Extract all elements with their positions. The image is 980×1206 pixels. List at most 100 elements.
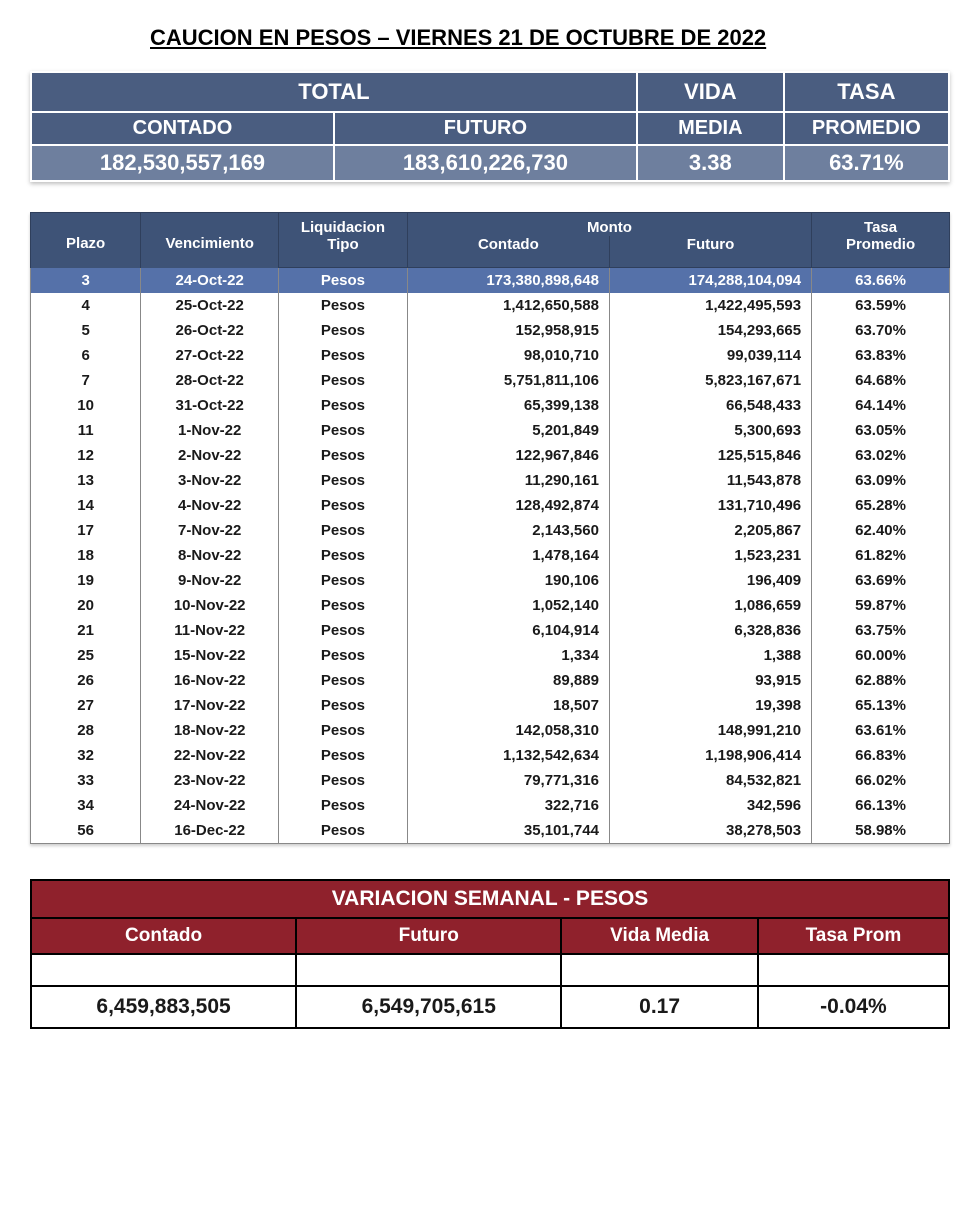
cell-tipo: Pesos (279, 793, 408, 818)
cell-plazo: 28 (31, 718, 141, 743)
cell-plazo: 25 (31, 643, 141, 668)
cell-tasa: 58.98% (812, 818, 950, 844)
cell-tasa: 59.87% (812, 593, 950, 618)
cell-contado: 11,290,161 (407, 468, 609, 493)
cell-plazo: 27 (31, 693, 141, 718)
cell-tipo: Pesos (279, 268, 408, 294)
cell-plazo: 10 (31, 393, 141, 418)
summary-media-value: 3.38 (637, 145, 784, 181)
variation-table: VARIACION SEMANAL - PESOS Contado Futuro… (30, 879, 950, 1029)
cell-contado: 1,334 (407, 643, 609, 668)
cell-tasa: 64.14% (812, 393, 950, 418)
cell-contado: 89,889 (407, 668, 609, 693)
cell-vencimiento: 16-Nov-22 (141, 668, 279, 693)
cell-vencimiento: 28-Oct-22 (141, 368, 279, 393)
cell-vencimiento: 24-Oct-22 (141, 268, 279, 294)
cell-tipo: Pesos (279, 743, 408, 768)
summary-promedio-header: PROMEDIO (784, 112, 949, 145)
col-plazo: Plazo (31, 213, 141, 268)
table-row: 2616-Nov-22Pesos89,88993,91562.88% (31, 668, 950, 693)
table-row: 122-Nov-22Pesos122,967,846125,515,84663.… (31, 443, 950, 468)
cell-tipo: Pesos (279, 718, 408, 743)
cell-tipo: Pesos (279, 293, 408, 318)
variation-vida-header: Vida Media (561, 918, 758, 954)
cell-tasa: 62.88% (812, 668, 950, 693)
cell-futuro: 19,398 (609, 693, 811, 718)
summary-tasa-header: TASA (784, 72, 949, 112)
cell-contado: 142,058,310 (407, 718, 609, 743)
cell-tasa: 63.83% (812, 343, 950, 368)
cell-vencimiento: 9-Nov-22 (141, 568, 279, 593)
cell-tasa: 60.00% (812, 643, 950, 668)
cell-plazo: 34 (31, 793, 141, 818)
cell-futuro: 5,823,167,671 (609, 368, 811, 393)
cell-futuro: 84,532,821 (609, 768, 811, 793)
col-contado: Contado (407, 236, 609, 268)
cell-vencimiento: 16-Dec-22 (141, 818, 279, 844)
cell-tipo: Pesos (279, 768, 408, 793)
cell-plazo: 26 (31, 668, 141, 693)
cell-futuro: 11,543,878 (609, 468, 811, 493)
table-row: 425-Oct-22Pesos1,412,650,5881,422,495,59… (31, 293, 950, 318)
col-promedio: Promedio (812, 236, 950, 268)
cell-contado: 18,507 (407, 693, 609, 718)
cell-plazo: 56 (31, 818, 141, 844)
cell-tasa: 63.61% (812, 718, 950, 743)
variation-tasa-header: Tasa Prom (758, 918, 949, 954)
summary-total-header: TOTAL (31, 72, 637, 112)
cell-contado: 65,399,138 (407, 393, 609, 418)
variation-title: VARIACION SEMANAL - PESOS (31, 880, 949, 918)
cell-tipo: Pesos (279, 668, 408, 693)
summary-futuro-header: FUTURO (334, 112, 637, 145)
cell-vencimiento: 24-Nov-22 (141, 793, 279, 818)
cell-plazo: 3 (31, 268, 141, 294)
table-row: 111-Nov-22Pesos5,201,8495,300,69363.05% (31, 418, 950, 443)
cell-contado: 122,967,846 (407, 443, 609, 468)
col-tasa: Tasa (812, 213, 950, 237)
summary-futuro-value: 183,610,226,730 (334, 145, 637, 181)
cell-tipo: Pesos (279, 593, 408, 618)
cell-futuro: 38,278,503 (609, 818, 811, 844)
cell-contado: 1,132,542,634 (407, 743, 609, 768)
cell-vencimiento: 22-Nov-22 (141, 743, 279, 768)
cell-contado: 128,492,874 (407, 493, 609, 518)
cell-vencimiento: 4-Nov-22 (141, 493, 279, 518)
table-row: 3323-Nov-22Pesos79,771,31684,532,82166.0… (31, 768, 950, 793)
cell-plazo: 18 (31, 543, 141, 568)
cell-tipo: Pesos (279, 493, 408, 518)
cell-tasa: 63.59% (812, 293, 950, 318)
cell-plazo: 13 (31, 468, 141, 493)
col-futuro: Futuro (609, 236, 811, 268)
cell-contado: 1,052,140 (407, 593, 609, 618)
cell-futuro: 99,039,114 (609, 343, 811, 368)
cell-futuro: 131,710,496 (609, 493, 811, 518)
cell-tasa: 62.40% (812, 518, 950, 543)
variation-futuro-header: Futuro (296, 918, 561, 954)
table-row: 133-Nov-22Pesos11,290,16111,543,87863.09… (31, 468, 950, 493)
cell-tipo: Pesos (279, 518, 408, 543)
cell-tipo: Pesos (279, 318, 408, 343)
cell-futuro: 66,548,433 (609, 393, 811, 418)
cell-plazo: 5 (31, 318, 141, 343)
cell-tipo: Pesos (279, 468, 408, 493)
detail-table: Plazo Vencimiento Liquidacion Monto Tasa… (30, 212, 950, 844)
cell-futuro: 196,409 (609, 568, 811, 593)
col-vencimiento: Vencimiento (141, 213, 279, 268)
cell-plazo: 6 (31, 343, 141, 368)
cell-tipo: Pesos (279, 818, 408, 844)
cell-tipo: Pesos (279, 418, 408, 443)
table-row: 627-Oct-22Pesos98,010,71099,039,11463.83… (31, 343, 950, 368)
cell-tasa: 65.28% (812, 493, 950, 518)
cell-tasa: 61.82% (812, 543, 950, 568)
table-row: 1031-Oct-22Pesos65,399,13866,548,43364.1… (31, 393, 950, 418)
cell-tipo: Pesos (279, 618, 408, 643)
table-row: 2717-Nov-22Pesos18,50719,39865.13% (31, 693, 950, 718)
cell-vencimiento: 8-Nov-22 (141, 543, 279, 568)
cell-futuro: 2,205,867 (609, 518, 811, 543)
cell-plazo: 14 (31, 493, 141, 518)
cell-plazo: 19 (31, 568, 141, 593)
cell-tipo: Pesos (279, 543, 408, 568)
cell-contado: 322,716 (407, 793, 609, 818)
cell-futuro: 93,915 (609, 668, 811, 693)
table-row: 2111-Nov-22Pesos6,104,9146,328,83663.75% (31, 618, 950, 643)
